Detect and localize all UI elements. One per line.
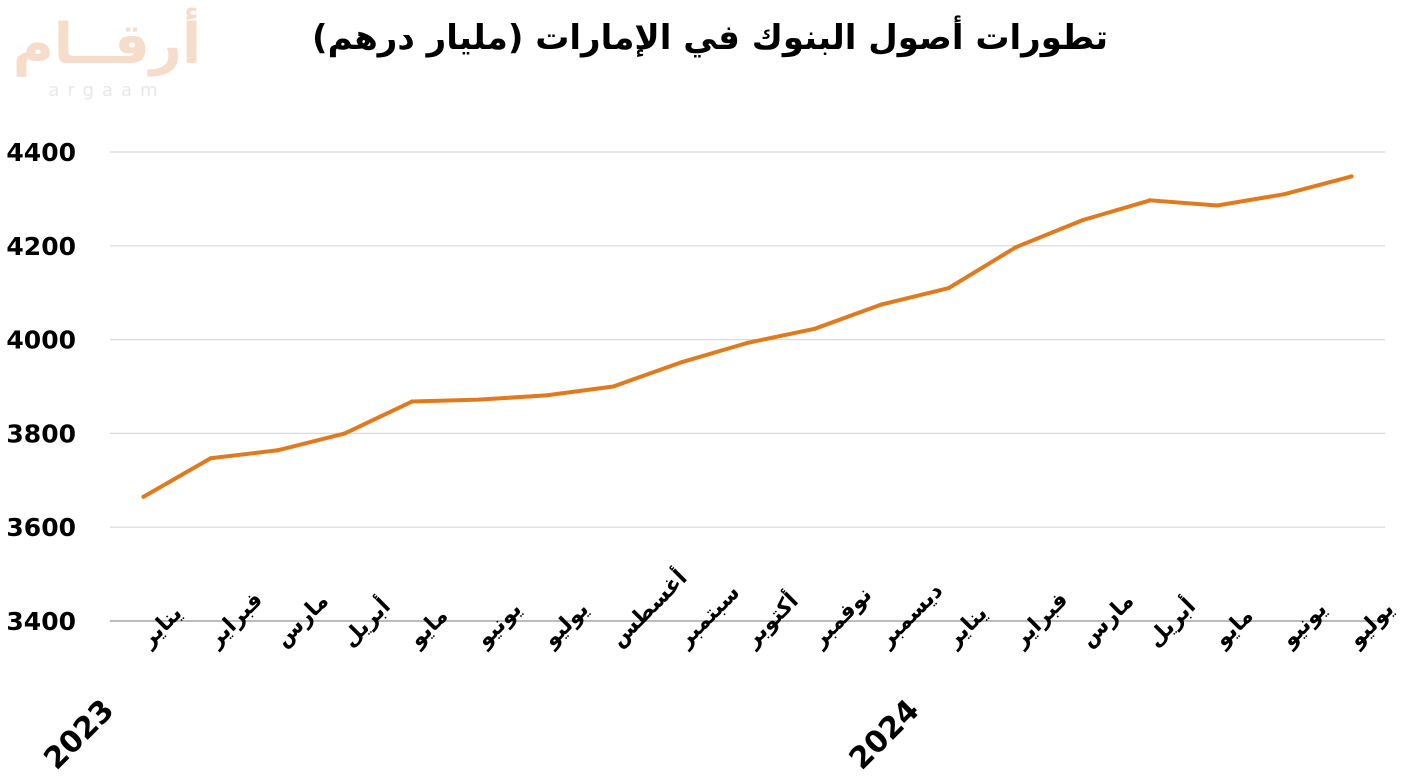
data-point bbox=[678, 360, 683, 365]
data-point bbox=[208, 456, 213, 461]
y-tick-label: 4000 bbox=[6, 326, 76, 355]
x-tick-label: يوليو bbox=[538, 597, 594, 653]
data-point bbox=[611, 384, 616, 389]
year-label: 2024 bbox=[843, 693, 927, 777]
data-point bbox=[1013, 245, 1018, 250]
x-tick-label: نوفمبر bbox=[806, 582, 877, 653]
x-tick-label: فبراير bbox=[1008, 587, 1073, 652]
data-point bbox=[879, 302, 884, 307]
year-label: 2023 bbox=[37, 693, 121, 777]
data-point bbox=[745, 340, 750, 345]
x-tick-label: يناير bbox=[135, 601, 187, 653]
x-tick-label: يناير bbox=[941, 601, 993, 653]
data-point bbox=[477, 397, 482, 402]
data-point bbox=[1148, 198, 1153, 203]
y-tick-label: 3400 bbox=[6, 607, 76, 636]
data-point bbox=[946, 286, 951, 291]
data-point bbox=[342, 431, 347, 436]
y-tick-label: 3800 bbox=[6, 419, 76, 448]
series-line bbox=[141, 174, 1354, 499]
series-layer bbox=[141, 174, 1354, 499]
data-point bbox=[1081, 218, 1086, 223]
data-point bbox=[141, 494, 146, 499]
data-point bbox=[1349, 174, 1354, 179]
gridlines bbox=[110, 151, 1385, 622]
y-tick-label: 4200 bbox=[6, 232, 76, 261]
y-tick-label: 4400 bbox=[6, 138, 76, 167]
argaam-logo: أرقــام argaam bbox=[12, 10, 202, 101]
y-axis: 3400 3600 3800 4000 4200 4400 bbox=[6, 138, 76, 636]
x-tick-label: يوليو bbox=[1343, 597, 1399, 653]
data-point bbox=[812, 326, 817, 331]
x-tick-label: مايو bbox=[404, 603, 453, 652]
x-tick-label: أكتوبر bbox=[737, 586, 804, 653]
x-tick-label: فبراير bbox=[203, 587, 268, 652]
x-axis: يناير فبراير مارس أبريل مايو يونيو يوليو أغسطسس… bbox=[37, 563, 1399, 777]
x-tick-label: يونيو bbox=[1276, 597, 1332, 653]
data-point bbox=[275, 448, 280, 453]
data-point bbox=[1215, 203, 1220, 208]
logo-latin-text: argaam bbox=[48, 80, 166, 101]
y-tick-label: 3600 bbox=[6, 513, 76, 542]
data-point bbox=[544, 393, 549, 398]
data-point bbox=[1282, 192, 1287, 197]
chart-title: تطورات أصول البنوك في الإمارات (مليار در… bbox=[312, 18, 1108, 58]
x-tick-label: ديسمبر bbox=[874, 578, 949, 653]
logo-arabic-text: أرقــام bbox=[12, 12, 202, 77]
x-tick-label: يونيو bbox=[471, 597, 527, 653]
data-point bbox=[409, 399, 414, 404]
x-tick-label: مايو bbox=[1209, 603, 1258, 652]
